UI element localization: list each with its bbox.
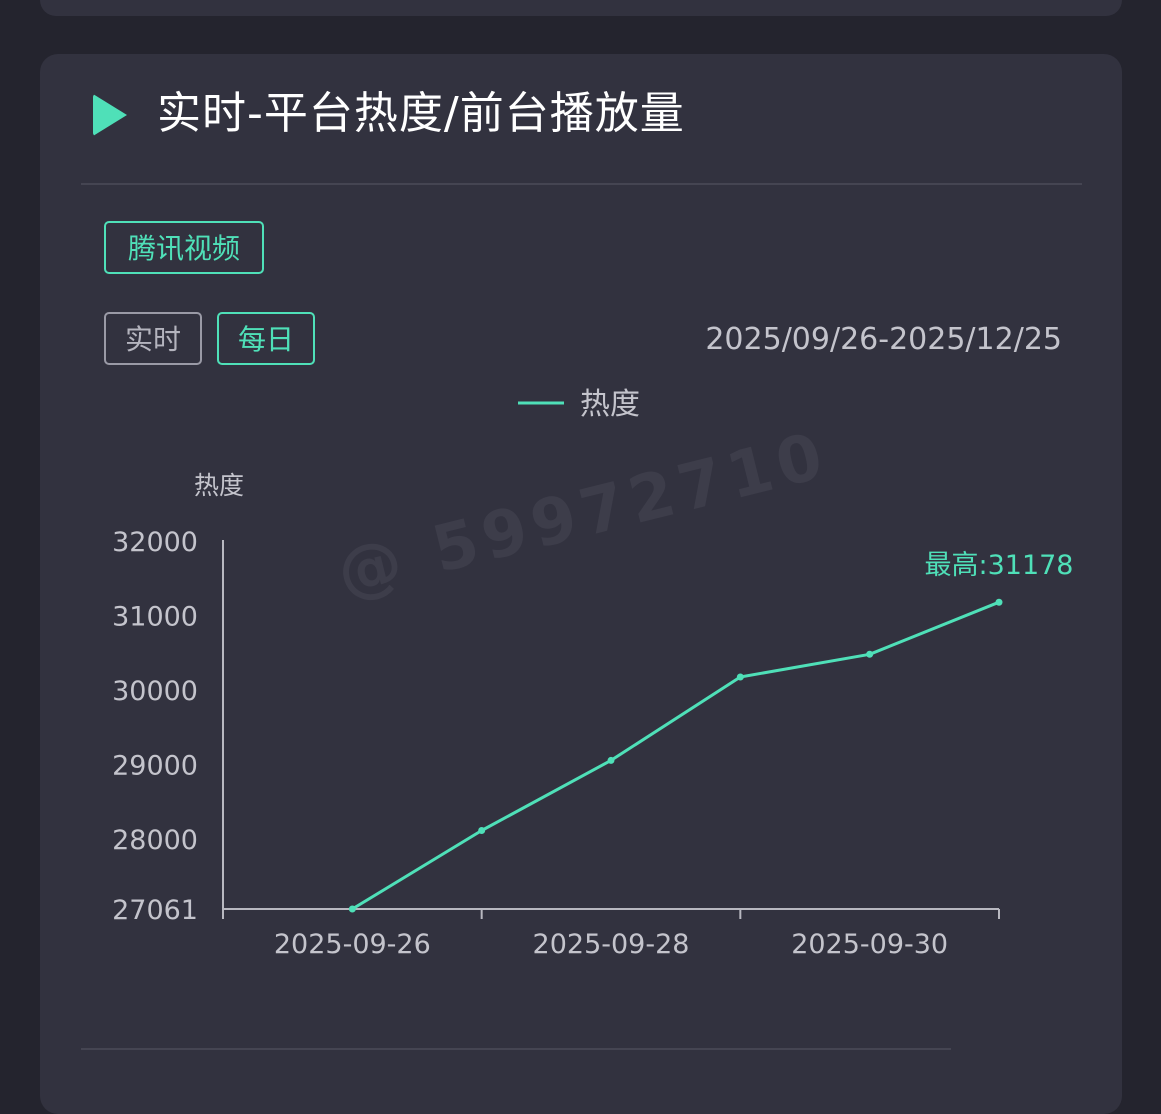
- heat-line-chart: 热度热度2706128000290003000031000320002025-0…: [112, 387, 1074, 960]
- mode-tab-realtime[interactable]: 实时: [104, 312, 202, 365]
- series-line-heat: [350, 600, 1001, 911]
- header-divider: [81, 183, 1082, 185]
- y-tick-label-32000: 32000: [112, 527, 198, 558]
- data-point-2025-09-28: [607, 756, 615, 764]
- mode-tab-daily[interactable]: 每日: [217, 312, 315, 365]
- footer-divider: [81, 1048, 951, 1050]
- data-point-2025-09-26: [348, 905, 356, 913]
- card-title: 实时-平台热度/前台播放量: [157, 88, 685, 139]
- y-tick-label-28000: 28000: [112, 825, 198, 856]
- data-point-2025-09-27: [478, 826, 486, 834]
- x-tick-label-2025-09-28: 2025-09-28: [533, 929, 690, 960]
- y-tick-label-31000: 31000: [112, 602, 198, 633]
- play-icon: [93, 94, 127, 136]
- max-annotation: 最高:31178: [925, 550, 1074, 581]
- y-axis-label: 热度: [194, 471, 244, 500]
- x-tick-label-2025-09-30: 2025-09-30: [791, 929, 948, 960]
- y-tick-label-29000: 29000: [112, 751, 198, 782]
- y-tick-label-27061: 27061: [112, 895, 198, 926]
- legend-label-heat: 热度: [580, 387, 640, 422]
- data-point-2025-10-01: [995, 598, 1003, 606]
- previous-card: [40, 0, 1122, 16]
- date-range: 2025/09/26-2025/12/25: [705, 322, 1062, 357]
- data-point-2025-09-29: [736, 673, 744, 681]
- platform-tab-tencent-video[interactable]: 腾讯视频: [104, 221, 264, 274]
- data-point-2025-09-30: [866, 650, 874, 658]
- y-tick-label-30000: 30000: [112, 676, 198, 707]
- x-tick-label-2025-09-26: 2025-09-26: [274, 929, 431, 960]
- card-header: 实时-平台热度/前台播放量: [40, 54, 1122, 184]
- realtime-heat-card: 实时-平台热度/前台播放量 腾讯视频 实时 每日 2025/09/26-2025…: [40, 54, 1122, 1114]
